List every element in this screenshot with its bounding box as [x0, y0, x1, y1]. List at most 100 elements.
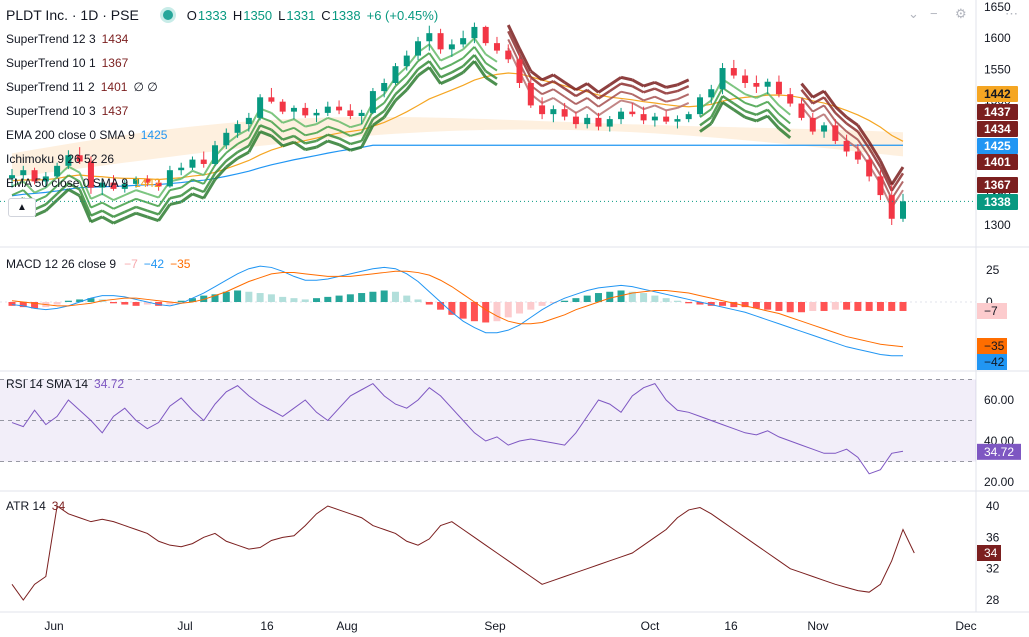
high-value: H1350 [232, 7, 273, 23]
macd-histogram-bar [121, 302, 129, 305]
supertrend-11-2-line [744, 101, 757, 108]
supertrend-10-1-line [665, 106, 678, 112]
price-tick-label: 1550 [984, 62, 1011, 76]
macd-histogram-bar [752, 302, 760, 309]
atr-legend[interactable]: ATR 14 34 [6, 499, 66, 513]
supertrend-10-3-line [890, 166, 905, 186]
supertrend-12-3-line [304, 139, 317, 145]
candle-body [730, 68, 737, 76]
candle-body [392, 66, 399, 83]
candle-body [369, 91, 376, 113]
supertrend-11-2-line [417, 52, 430, 63]
supertrend-10-1-line [766, 92, 780, 107]
rsi-badge-label: 34.72 [984, 445, 1014, 459]
supertrend-11-2-line [11, 189, 24, 197]
supertrend-12-3-line [338, 137, 351, 146]
indicator-ema-50[interactable]: EMA 50 close 0 SMA 9 1442 [6, 176, 161, 190]
supertrend-11-2-line [654, 95, 667, 103]
candle-body [415, 41, 422, 56]
supertrend-10-3-line [755, 114, 769, 123]
macd-histogram-bar [87, 298, 95, 302]
macd-histogram-bar [741, 302, 749, 308]
macd-legend[interactable]: MACD 12 26 close 9 −7 −42 −35 [6, 257, 191, 271]
supertrend-10-3-line [721, 101, 735, 112]
candle-body [719, 68, 726, 90]
supertrend-12-3-line [315, 133, 329, 143]
indicator-supertrend-12-3[interactable]: SuperTrend 12 3 1434 [6, 32, 129, 46]
supertrend-11-2-line [147, 201, 159, 208]
macd-histogram-bar [516, 302, 524, 314]
collapse-legend-button[interactable]: ▲ [8, 198, 36, 217]
supertrend-12-3-line [293, 134, 306, 145]
macd-histogram-bar [730, 302, 738, 308]
candle-body [764, 81, 771, 87]
supertrend-12-3-line [192, 186, 205, 194]
supertrend-11-2-line [316, 125, 329, 134]
price-tick-label: 1300 [984, 218, 1011, 232]
symbol-title[interactable]: PLDT Inc. · 1D · PSE [6, 7, 139, 23]
macd-histogram-bar [617, 290, 625, 302]
macd-histogram-bar [876, 302, 884, 311]
supertrend-12-3-line [800, 89, 814, 105]
supertrend-11-2-line [202, 164, 216, 185]
supertrend-10-3-line [812, 89, 825, 99]
supertrend-12-3-line [856, 130, 871, 150]
supertrend-10-3-line [699, 122, 713, 133]
indicator-supertrend-11-2[interactable]: SuperTrend 11 2 1401 ∅ ∅ [6, 80, 158, 94]
supertrend-12-3-line [890, 172, 905, 192]
supertrend-11-2-line [259, 116, 272, 123]
atr-badge-label: 34 [984, 546, 998, 560]
candle-body [821, 125, 828, 132]
macd-histogram-bar [437, 302, 445, 310]
supertrend-11-2-line [541, 88, 554, 96]
supertrend-10-1-line [597, 107, 611, 117]
supertrend-11-2-line [665, 98, 678, 103]
candle-body [629, 111, 636, 115]
candle-body [20, 170, 27, 176]
supertrend-12-3-line [665, 89, 678, 95]
price-pane [0, 22, 976, 225]
supertrend-10-1-line [124, 189, 137, 197]
rsi-legend[interactable]: RSI 14 SMA 14 34.72 [6, 377, 125, 391]
indicator-supertrend-10-1[interactable]: SuperTrend 10 1 1367 [6, 56, 129, 70]
price-badge-label: 1367 [984, 178, 1011, 192]
supertrend-10-3-line [382, 99, 397, 119]
indicator-ichimoku[interactable]: Ichimoku 9 26 52 26 [6, 152, 115, 166]
supertrend-12-3-line [473, 54, 487, 72]
macd-pane [0, 265, 976, 357]
supertrend-12-3-line [113, 210, 126, 219]
supertrend-11-2-line [405, 60, 419, 77]
supertrend-10-3-line [90, 215, 103, 224]
supertrend-12-3-line [755, 108, 769, 116]
macd-histogram-bar [628, 291, 636, 302]
supertrend-11-2-line [620, 90, 633, 96]
supertrend-11-2-line [45, 185, 58, 198]
supertrend-12-3-line [631, 85, 645, 94]
macd-histogram-bar [786, 302, 794, 313]
low-value: L1331 [278, 7, 316, 23]
macd-histogram-bar [865, 302, 873, 311]
indicator-supertrend-10-3[interactable]: SuperTrend 10 3 1437 [6, 104, 129, 118]
supertrend-11-2-line [800, 97, 814, 113]
supertrend-10-3-line [732, 108, 746, 119]
supertrend-10-1-line [237, 128, 250, 137]
macd-signal-line [11, 270, 904, 348]
supertrend-10-3-line [304, 145, 317, 152]
indicator-ema-200[interactable]: EMA 200 close 0 SMA 9 1425 [6, 128, 168, 142]
supertrend-10-3-line [822, 90, 837, 108]
supertrend-10-1-line [552, 97, 566, 107]
supertrend-11-2-line [778, 113, 791, 125]
macd-histogram-bar [143, 302, 151, 305]
supertrend-10-1-line [270, 112, 284, 124]
candle-body [809, 117, 816, 132]
candle-body [618, 111, 625, 120]
price-badge [977, 177, 1018, 193]
supertrend-12-3-line [462, 54, 476, 68]
price-badge-label: 1437 [984, 105, 1011, 119]
macd-histogram-bar [53, 302, 61, 305]
candle-body [550, 109, 557, 115]
supertrend-10-3-line [146, 215, 160, 223]
supertrend-12-3-line [530, 76, 543, 88]
supertrend-10-3-line [33, 209, 47, 218]
